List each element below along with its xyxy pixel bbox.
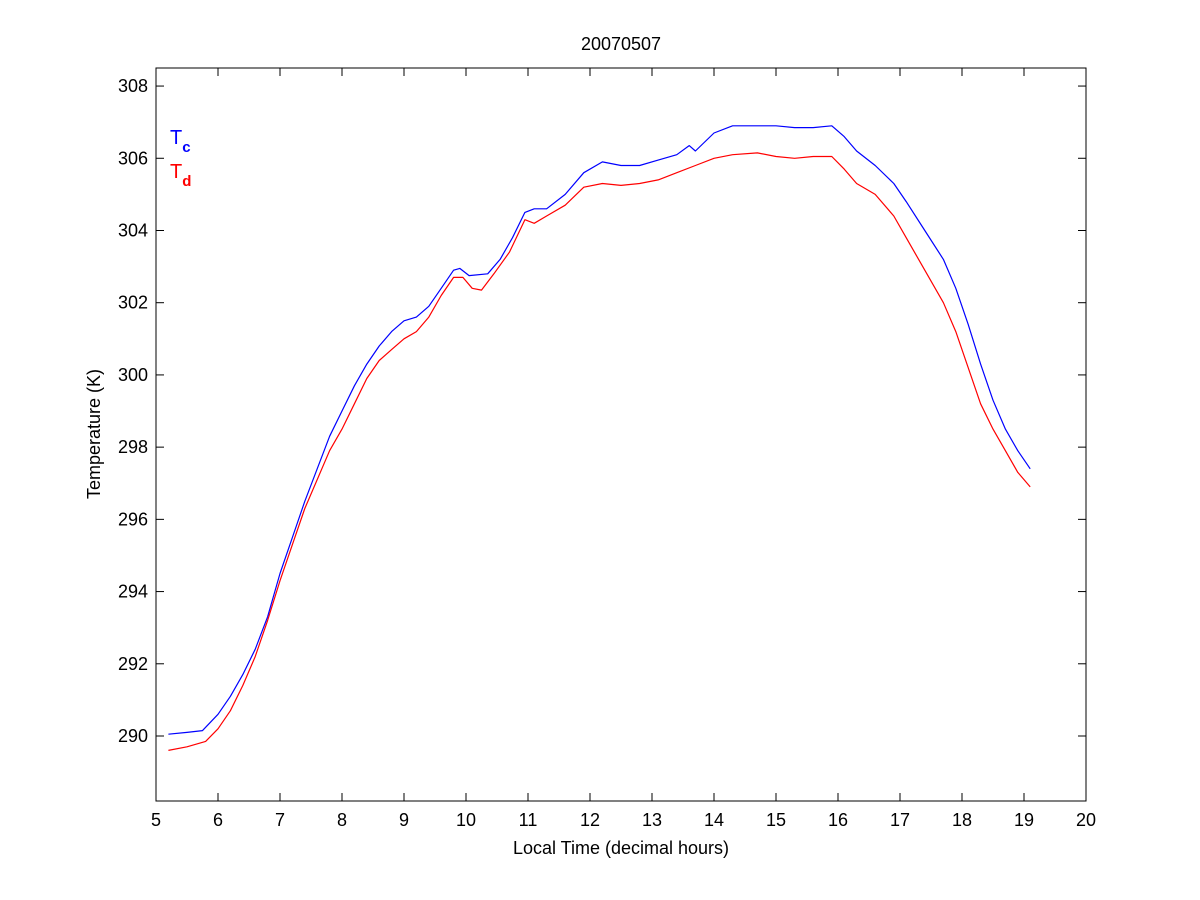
x-tick-label-2: 7 bbox=[275, 810, 285, 830]
x-tick-label-5: 10 bbox=[456, 810, 476, 830]
chart-title: 20070507 bbox=[581, 34, 661, 54]
y-tick-label-5: 300 bbox=[118, 365, 148, 385]
x-tick-label-14: 19 bbox=[1014, 810, 1034, 830]
legend-entry-tc: Tc bbox=[170, 127, 191, 156]
series-line-0 bbox=[168, 125, 1031, 735]
y-tick-label-3: 296 bbox=[118, 509, 148, 529]
legend-tc-main: T bbox=[170, 127, 182, 149]
x-tick-label-13: 18 bbox=[952, 810, 972, 830]
x-tick-label-7: 12 bbox=[580, 810, 600, 830]
legend-td-sub: d bbox=[182, 173, 191, 190]
x-tick-label-9: 14 bbox=[704, 810, 724, 830]
x-tick-label-15: 20 bbox=[1076, 810, 1096, 830]
plot-frame bbox=[155, 67, 1087, 802]
x-tick-label-8: 13 bbox=[642, 810, 662, 830]
x-tick-label-3: 8 bbox=[337, 810, 347, 830]
series-layer bbox=[168, 125, 1031, 751]
legend-tc-sub: c bbox=[182, 139, 190, 156]
y-tick-label-6: 302 bbox=[118, 293, 148, 313]
x-tick-label-10: 15 bbox=[766, 810, 786, 830]
y-axis-label: Temperature (K) bbox=[84, 369, 104, 499]
x-tick-label-11: 16 bbox=[828, 810, 848, 830]
plot-background bbox=[156, 68, 1086, 801]
series-line-1 bbox=[168, 152, 1031, 751]
ticks-layer: 5 6 7 8 9 10 11 12 13 14 15 16 17 18 19 20 290 292 294 296 2… bbox=[118, 68, 1096, 830]
y-tick-label-8: 306 bbox=[118, 148, 148, 168]
y-tick-label-2: 294 bbox=[118, 582, 148, 602]
x-tick-label-0: 5 bbox=[151, 810, 161, 830]
x-tick-label-6: 11 bbox=[519, 810, 538, 830]
y-tick-label-0: 290 bbox=[118, 726, 148, 746]
y-tick-label-1: 292 bbox=[118, 654, 148, 674]
legend: Tc Td bbox=[170, 127, 191, 190]
x-tick-label-4: 9 bbox=[399, 810, 409, 830]
x-tick-label-12: 17 bbox=[890, 810, 910, 830]
legend-td-main: T bbox=[170, 161, 182, 183]
legend-entry-td: Td bbox=[170, 161, 191, 190]
y-tick-label-9: 308 bbox=[118, 76, 148, 96]
x-tick-label-1: 6 bbox=[213, 810, 223, 830]
x-axis-label: Local Time (decimal hours) bbox=[513, 838, 729, 858]
y-tick-label-7: 304 bbox=[118, 220, 148, 240]
y-tick-label-4: 298 bbox=[118, 437, 148, 457]
